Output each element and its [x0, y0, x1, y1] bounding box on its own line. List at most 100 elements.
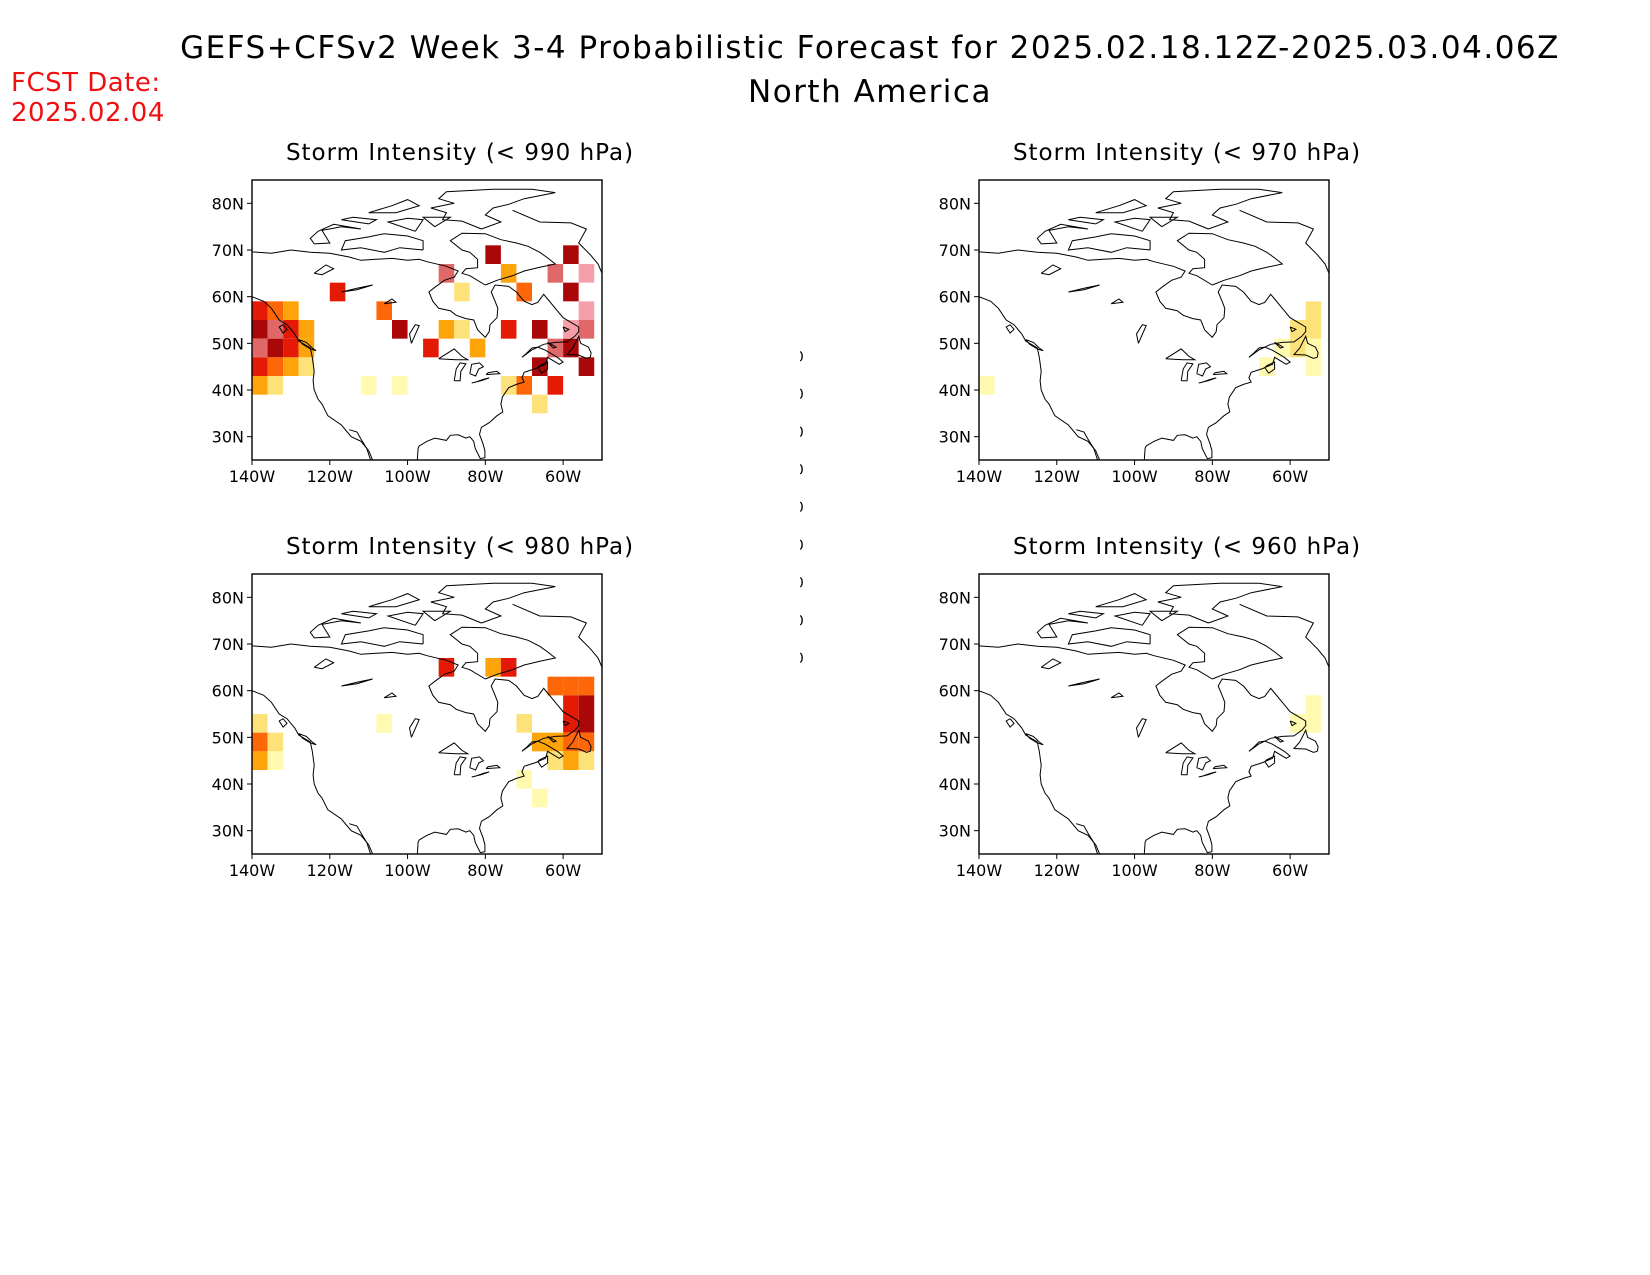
prob-cell: [298, 320, 315, 339]
x-tick-label: 140W: [956, 467, 1003, 486]
prob-cell: [252, 357, 268, 376]
coastline: [430, 582, 556, 624]
x-tick-label: 140W: [956, 861, 1003, 880]
fcst-date-value: 2025.02.04: [11, 98, 165, 128]
y-tick-label: 50N: [939, 728, 971, 747]
x-tick-label: 80W: [467, 861, 503, 880]
prob-cell: [360, 376, 377, 395]
y-tick-label: 70N: [939, 241, 971, 260]
map-960: 140W 120W 100W 80W 60W 30N 40N 50N 60N 70N 80N: [939, 573, 1330, 880]
x-tick-label: 120W: [307, 861, 354, 880]
coastline: [469, 362, 485, 377]
prob-cell: [267, 751, 284, 770]
coastline: [1113, 217, 1151, 232]
coastline: [512, 209, 602, 274]
coastline: [1076, 823, 1099, 854]
coastline: [1212, 764, 1228, 770]
coastline: [1239, 603, 1329, 668]
coastline: [341, 216, 379, 225]
y-tick-label: 80N: [939, 194, 971, 213]
coastline: [1176, 626, 1284, 680]
panel-storm-990: Storm Intensity (< 990 hPa) 140W 120W 100W…: [200, 140, 720, 530]
colorbar-label-60: 60: [800, 463, 804, 479]
y-tick-label: 40N: [939, 381, 971, 400]
coastline: [1135, 718, 1147, 738]
prob-cell: [298, 357, 315, 376]
prob-cell: [547, 751, 564, 770]
panel-storm-970: Storm Intensity (< 970 hPa) 140W 120W 100W…: [927, 140, 1447, 530]
prob-cell: [392, 320, 408, 339]
y-tick-label: 40N: [212, 381, 244, 400]
coastline: [349, 823, 372, 854]
prob-cell: [283, 338, 299, 358]
coastline: [979, 296, 1101, 460]
prob-cell: [485, 658, 501, 677]
coastline: [430, 188, 556, 230]
colorbar-label-90: 90: [800, 349, 804, 365]
x-tick-label: 60W: [1272, 467, 1308, 486]
panel-storm-980: Storm Intensity (< 980 hPa) 140W 120W 100W…: [200, 534, 720, 924]
map-frame: [251, 179, 603, 461]
prob-cell: [329, 282, 346, 302]
x-tick-label: 60W: [545, 467, 581, 486]
prob-cell: [532, 788, 548, 808]
y-tick-label: 60N: [939, 682, 971, 701]
prob-cell: [547, 338, 564, 358]
coastline: [1196, 362, 1212, 377]
coastline: [1040, 264, 1062, 276]
prob-cell: [1305, 695, 1322, 714]
map-970: 140W 120W 100W 80W 60W 30N 40N 50N 60N 70N 80N: [939, 179, 1330, 486]
x-tick-label: 120W: [1034, 467, 1081, 486]
y-tick-label: 60N: [212, 288, 244, 307]
coastline: [1274, 735, 1285, 743]
coastline: [408, 324, 420, 344]
prob-cell: [516, 376, 532, 395]
probability-field: [252, 658, 595, 808]
y-tick-label: 40N: [939, 775, 971, 794]
x-tick-label: 100W: [1111, 861, 1158, 880]
prob-cell: [1305, 320, 1322, 339]
coastline: [1196, 756, 1212, 771]
coastline: [438, 742, 470, 755]
prob-cell: [578, 301, 595, 320]
coastline: [547, 341, 558, 349]
coastline: [565, 728, 592, 753]
coastline: [252, 690, 374, 854]
coastline: [1110, 298, 1125, 305]
prob-cell: [500, 264, 517, 283]
coastline: [313, 264, 335, 276]
prob-cell: [267, 320, 284, 339]
coastline: [1165, 348, 1197, 361]
colorbar-label-10: 10: [800, 651, 804, 667]
coastline: [383, 298, 398, 305]
y-tick-label: 30N: [939, 822, 971, 841]
coastline: [368, 593, 421, 608]
coastline: [341, 678, 373, 687]
coastline: [252, 296, 374, 460]
coastline: [252, 249, 580, 460]
prob-cell: [252, 376, 268, 395]
coastline: [386, 611, 424, 626]
prob-cell: [1305, 301, 1322, 320]
coastline: [979, 643, 1307, 854]
probability-field: [1290, 695, 1322, 733]
prob-cell: [578, 695, 595, 714]
prob-cell: [578, 264, 595, 283]
coastline: [1239, 209, 1329, 274]
coastline: [1274, 341, 1285, 349]
prob-cell: [1274, 338, 1291, 358]
prob-cell: [376, 714, 392, 733]
prob-cell: [578, 320, 595, 339]
coastline: [979, 690, 1101, 854]
coastline: [1040, 658, 1062, 670]
x-tick-label: 60W: [545, 861, 581, 880]
prob-cell: [485, 245, 501, 264]
prob-cell: [516, 770, 532, 789]
coastline: [1198, 377, 1217, 384]
coastline: [252, 643, 580, 854]
coastline: [537, 755, 549, 768]
colorbar-label-40: 40: [800, 538, 804, 554]
prob-cell: [1305, 338, 1322, 358]
coastline: [1135, 324, 1147, 344]
colorbar: 10 20 30 40 50 60 70 80 90: [800, 349, 804, 667]
